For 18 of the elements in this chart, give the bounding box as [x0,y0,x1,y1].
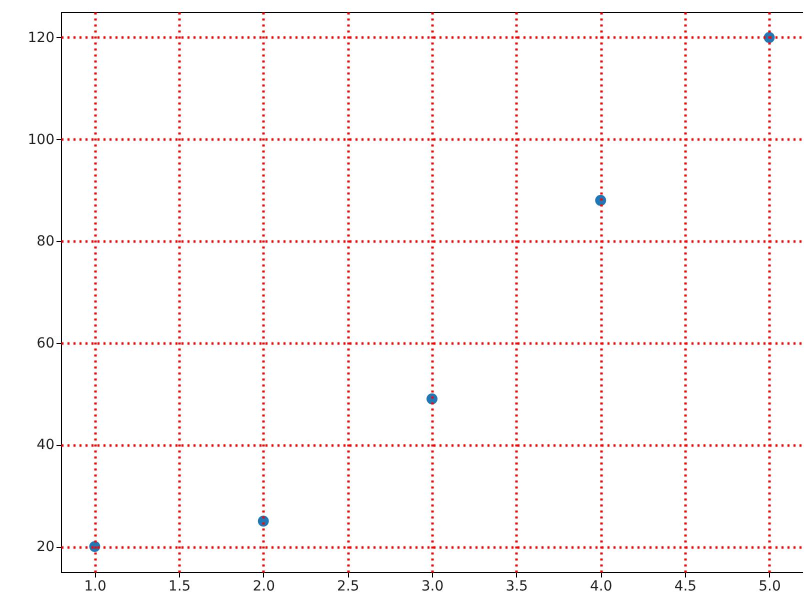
x-tick-label: 2.5 [337,578,360,594]
x-tick-label: 1.0 [84,578,106,594]
x-tick-label: 4.0 [590,578,612,594]
x-tick-label: 2.0 [252,578,275,594]
point [426,393,438,404]
x-tick-label: 5.0 [758,578,781,594]
y-tick-label: 20 [36,539,54,556]
y-tick-label: 120 [28,30,54,46]
y-tick-label: 40 [36,437,54,454]
x-tick-label: 1.5 [168,578,191,594]
y-tick-label: 80 [36,234,54,250]
y-tick-label: 100 [28,132,54,148]
x-tick-label: 4.5 [674,578,697,594]
x-tick-label: 3.5 [506,578,528,594]
x-tick-label: 3.0 [421,578,444,594]
y-tick-label: 60 [36,335,54,352]
point [258,516,269,527]
point [595,194,606,206]
